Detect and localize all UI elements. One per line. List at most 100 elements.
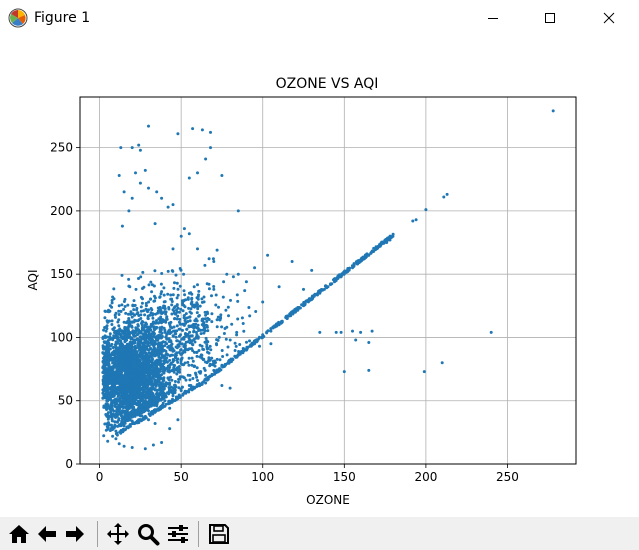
maximize-icon: [545, 13, 555, 23]
scatter-point: [231, 275, 235, 279]
scatter-point: [191, 349, 195, 353]
scatter-point: [133, 355, 137, 359]
scatter-point: [111, 394, 115, 398]
scatter-point: [159, 282, 163, 286]
scatter-point: [162, 319, 166, 323]
scatter-point: [177, 396, 180, 400]
scatter-point: [163, 344, 167, 348]
scatter-point: [160, 321, 163, 325]
scatter-point: [158, 405, 162, 409]
scatter-point: [186, 373, 190, 377]
scatter-point: [103, 316, 107, 320]
scatter-point: [155, 351, 159, 355]
maximize-button[interactable]: [527, 0, 573, 36]
home-button[interactable]: [5, 520, 33, 548]
scatter-point: [158, 347, 162, 351]
scatter-point: [159, 329, 163, 333]
scatter-point: [151, 382, 155, 386]
scatter-point: [133, 361, 137, 365]
y-tick-label: 250: [50, 141, 73, 155]
scatter-point: [108, 335, 112, 339]
scatter-point: [182, 363, 186, 367]
scatter-point: [132, 334, 136, 338]
scatter-point: [138, 181, 142, 185]
minimize-button[interactable]: [470, 0, 516, 36]
scatter-point: [137, 370, 141, 373]
scatter-point: [101, 337, 105, 340]
scatter-point: [173, 305, 177, 309]
scatter-point: [170, 378, 174, 382]
scatter-point: [152, 394, 156, 398]
scatter-point: [381, 240, 384, 244]
scatter-point: [130, 446, 134, 449]
scatter-point: [300, 303, 304, 307]
subplots-button[interactable]: [164, 520, 192, 548]
close-icon: [603, 12, 615, 24]
scatter-point: [120, 303, 124, 307]
scatter-point: [117, 174, 121, 177]
scatter-point: [391, 232, 395, 236]
scatter-point: [209, 348, 213, 352]
scatter-point: [240, 316, 244, 320]
forward-button[interactable]: [61, 520, 89, 548]
y-tick-label: 200: [50, 204, 73, 218]
scatter-point: [106, 411, 110, 415]
scatter-point: [303, 301, 307, 305]
scatter-point: [151, 376, 155, 380]
scatter-point: [219, 313, 223, 317]
scatter-point: [114, 311, 118, 315]
scatter-point: [155, 325, 159, 329]
scatter-point: [152, 330, 155, 334]
scatter-point: [184, 321, 188, 324]
scatter-point: [192, 365, 196, 368]
scatter-point: [126, 387, 130, 391]
scatter-point: [129, 387, 133, 391]
scatter-point: [186, 296, 190, 300]
scatter-point: [228, 386, 232, 390]
scatter-point: [192, 322, 196, 326]
scatter-point: [221, 355, 225, 358]
pan-button[interactable]: [104, 520, 132, 548]
scatter-point: [171, 334, 175, 338]
scatter-point: [175, 317, 179, 321]
scatter-point: [238, 343, 242, 346]
scatter-point: [127, 277, 131, 281]
scatter-point: [136, 343, 140, 346]
scatter-point: [168, 427, 172, 431]
scatter-point: [222, 364, 226, 368]
scatter-point: [103, 422, 107, 426]
scatter-point: [164, 310, 168, 314]
scatter-point: [357, 259, 361, 263]
scatter-point: [110, 298, 114, 302]
scatter-point: [354, 338, 358, 342]
magnifier-icon: [138, 524, 160, 546]
scatter-point: [166, 205, 170, 209]
scatter-point: [132, 348, 136, 352]
scatter-point: [141, 384, 145, 388]
scatter-point: [233, 349, 237, 352]
scatter-point: [163, 392, 167, 396]
scatter-point: [225, 353, 229, 357]
scatter-point: [152, 401, 156, 405]
scatter-point: [138, 148, 142, 152]
scatter-point: [153, 380, 157, 383]
scatter-point: [110, 351, 114, 355]
scatter-point: [154, 342, 158, 346]
scatter-point: [151, 338, 155, 342]
scatter-point: [197, 293, 200, 297]
scatter-point: [183, 390, 187, 394]
zoom-button[interactable]: [134, 520, 162, 548]
scatter-point: [222, 332, 226, 335]
scatter-point: [212, 287, 216, 291]
scatter-point: [102, 405, 106, 409]
move-icon: [107, 523, 129, 545]
scatter-point: [106, 382, 109, 386]
scatter-point: [106, 356, 109, 359]
save-button[interactable]: [205, 520, 233, 548]
scatter-point: [187, 291, 191, 295]
scatter-point: [339, 273, 343, 277]
close-button[interactable]: [586, 0, 632, 36]
scatter-point: [343, 270, 347, 274]
matplotlib-logo-icon: [8, 8, 28, 28]
back-button[interactable]: [33, 520, 61, 548]
